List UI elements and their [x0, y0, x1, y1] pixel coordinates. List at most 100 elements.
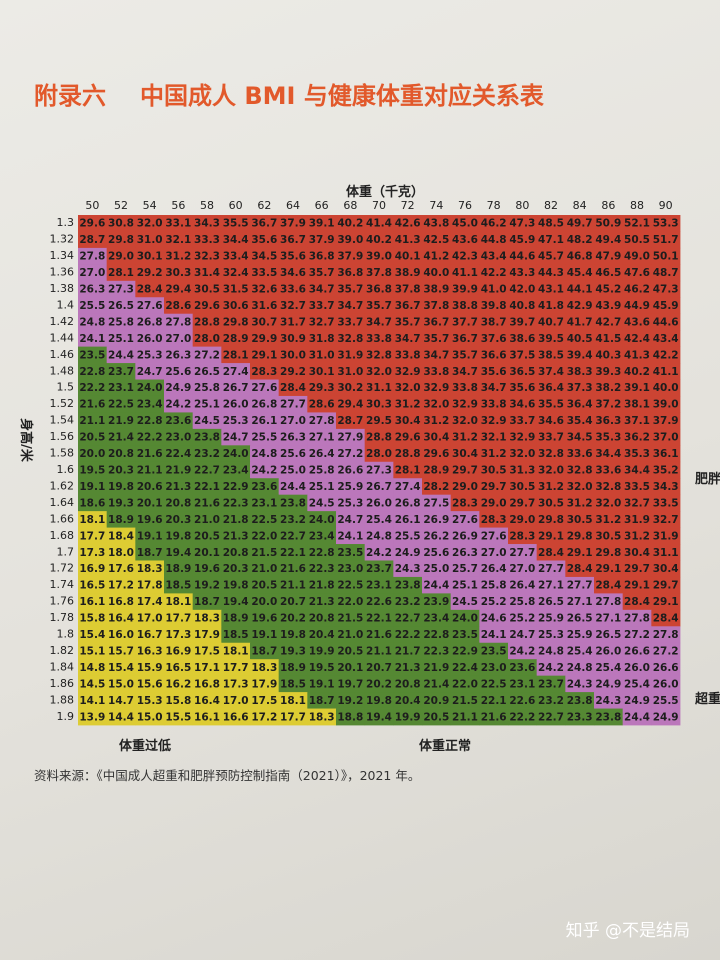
bmi-value: 17.7: [165, 613, 191, 625]
bmi-value: 18.1: [280, 695, 306, 707]
cell-bg: [278, 297, 308, 315]
bmi-value: 30.5: [509, 481, 535, 493]
cell-bg: [135, 445, 165, 463]
bmi-value: 23.4: [309, 530, 335, 542]
cell-bg: [393, 428, 423, 446]
cell-bg: [536, 231, 566, 249]
cell-bg: [422, 478, 452, 496]
cell-bg: [364, 215, 394, 232]
cell-bg: [278, 313, 308, 331]
cell-bg: [336, 544, 366, 561]
cell-bg: [450, 659, 480, 677]
bmi-value: 25.5: [653, 695, 679, 707]
cell-bg: [192, 395, 222, 413]
cell-bg: [250, 215, 280, 232]
bmi-value: 38.9: [423, 284, 449, 296]
bmi-value: 32.9: [452, 399, 478, 411]
bmi-value: 38.6: [509, 333, 535, 345]
bmi-value: 31.9: [624, 514, 650, 526]
cell-bg: [450, 280, 480, 298]
cell-bg: [135, 297, 165, 315]
bmi-value: 29.6: [194, 300, 220, 312]
bmi-value: 29.8: [595, 547, 621, 559]
bmi-value: 29.7: [452, 465, 478, 477]
weight-header: 52: [114, 199, 128, 212]
bmi-value: 25.8: [309, 465, 335, 477]
cell-bg: [221, 626, 251, 644]
bmi-value: 29.3: [309, 382, 335, 394]
height-label: 1.46: [50, 348, 75, 361]
bmi-value: 28.7: [79, 234, 105, 246]
bmi-value: 20.9: [423, 695, 449, 707]
bmi-value: 29.4: [337, 399, 363, 411]
cell-bg: [393, 215, 423, 232]
cell-bg: [364, 231, 394, 249]
weight-header: 56: [171, 199, 185, 212]
cell-bg: [508, 445, 538, 463]
cell-bg: [250, 395, 280, 413]
bmi-value: 37.2: [595, 399, 621, 411]
cell-bg: [307, 379, 337, 397]
cell-bg: [250, 379, 280, 397]
bmi-value: 27.0: [280, 415, 306, 427]
cell-bg: [250, 692, 280, 709]
bmi-value: 19.2: [337, 695, 363, 707]
bmi-value: 31.1: [653, 547, 679, 559]
cell-bg: [479, 544, 509, 561]
bmi-value: 17.2: [251, 711, 277, 723]
bmi-value: 36.7: [280, 234, 306, 246]
cell-bg: [221, 215, 251, 232]
bmi-value: 17.7: [223, 662, 249, 674]
bmi-value: 27.3: [366, 465, 392, 477]
cell-bg: [278, 511, 308, 528]
bmi-value: 27.0: [165, 333, 191, 345]
bmi-value: 17.7: [280, 711, 306, 723]
height-label: 1.7: [57, 545, 75, 558]
cell-bg: [364, 445, 394, 463]
bmi-value: 26.0: [595, 645, 621, 657]
bmi-value: 29.1: [595, 563, 621, 575]
cell-bg: [192, 478, 222, 496]
cell-bg: [336, 708, 366, 726]
cell-bg: [651, 609, 681, 627]
cell-bg: [450, 297, 480, 315]
bmi-value: 27.7: [280, 399, 306, 411]
bmi-value: 26.9: [423, 514, 449, 526]
cell-bg: [307, 363, 337, 380]
bmi-value: 29.0: [509, 514, 535, 526]
cell-bg: [422, 576, 452, 594]
cell-bg: [565, 264, 595, 282]
cell-bg: [135, 346, 165, 364]
bmi-value: 40.2: [366, 234, 392, 246]
bmi-value: 30.5: [194, 284, 220, 296]
cell-bg: [250, 346, 280, 364]
bmi-value: 20.3: [223, 563, 249, 575]
bmi-value: 22.1: [481, 695, 507, 707]
bmi-value: 37.8: [395, 284, 421, 296]
bmi-value: 27.1: [309, 432, 335, 444]
bmi-value: 25.6: [280, 448, 306, 460]
weight-header: 58: [200, 199, 214, 212]
bmi-value: 15.0: [108, 678, 134, 690]
cell-bg: [307, 395, 337, 413]
cell-bg: [106, 264, 136, 282]
cell-bg: [450, 264, 480, 282]
cell-bg: [336, 609, 366, 627]
bmi-value: 41.7: [567, 316, 593, 328]
cell-bg: [651, 527, 681, 545]
bmi-value: 24.8: [567, 662, 593, 674]
cell-bg: [364, 675, 394, 693]
cell-bg: [135, 560, 165, 578]
bmi-value: 20.4: [309, 629, 335, 641]
bmi-value: 30.4: [653, 563, 679, 575]
cell-bg: [508, 215, 538, 232]
bmi-value: 21.6: [366, 629, 392, 641]
bmi-value: 41.4: [366, 218, 392, 230]
cell-bg: [278, 626, 308, 644]
cell-bg: [594, 511, 624, 528]
cell-bg: [508, 642, 538, 660]
bmi-value: 33.5: [624, 481, 650, 493]
bmi-value: 36.8: [309, 251, 335, 263]
cell-bg: [479, 264, 509, 282]
cell-bg: [336, 313, 366, 331]
